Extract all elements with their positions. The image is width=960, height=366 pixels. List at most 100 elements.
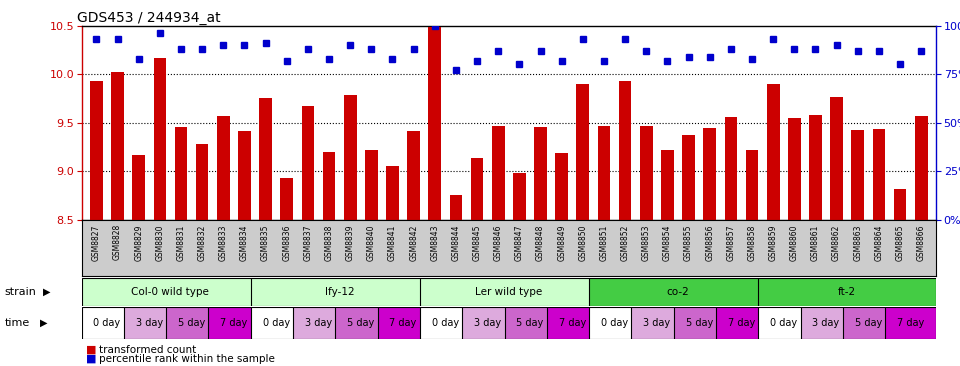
Bar [175,127,187,366]
Text: GSM8865: GSM8865 [896,224,904,261]
Text: 5 day: 5 day [854,318,882,328]
Text: GSM8840: GSM8840 [367,224,375,261]
Bar [640,126,653,366]
Text: 0 day: 0 day [263,318,290,328]
Text: GSM8853: GSM8853 [642,224,651,261]
Text: 3 day: 3 day [812,318,840,328]
Text: GSM8829: GSM8829 [134,224,143,261]
Bar [674,307,725,339]
Bar [894,188,906,366]
Bar [238,131,251,366]
Bar [767,84,780,366]
Text: GSM8838: GSM8838 [324,224,333,261]
Bar [788,118,801,366]
Text: ft-2: ft-2 [838,287,856,297]
Bar [420,307,470,339]
Text: GSM8850: GSM8850 [578,224,588,261]
Bar [885,307,936,339]
Text: ▶: ▶ [43,287,51,297]
Bar [251,278,428,306]
Bar [534,127,547,366]
Text: GSM8834: GSM8834 [240,224,249,261]
Text: co-2: co-2 [666,287,689,297]
Bar [555,153,568,366]
Text: 7 day: 7 day [897,318,924,328]
Text: 0 day: 0 day [601,318,628,328]
Bar [463,307,513,339]
Bar [344,96,356,366]
Bar [589,278,767,306]
Bar [758,307,809,339]
Text: 0 day: 0 day [432,318,459,328]
Text: GSM8830: GSM8830 [156,224,164,261]
Text: 5 day: 5 day [348,318,374,328]
Text: Ler wild type: Ler wild type [475,287,542,297]
Text: transformed count: transformed count [99,344,196,355]
Bar [293,307,344,339]
Text: GSM8827: GSM8827 [92,224,101,261]
Text: GSM8841: GSM8841 [388,224,397,261]
Text: 5 day: 5 day [516,318,543,328]
Text: GSM8855: GSM8855 [684,224,693,261]
Text: percentile rank within the sample: percentile rank within the sample [99,354,275,364]
Text: GSM8832: GSM8832 [198,224,206,261]
Text: GSM8833: GSM8833 [219,224,228,261]
Text: GSM8843: GSM8843 [430,224,440,261]
Text: GSM8859: GSM8859 [769,224,778,261]
Text: 7 day: 7 day [559,318,586,328]
Text: 5 day: 5 day [178,318,205,328]
Bar [428,27,442,366]
Bar [301,106,314,366]
Bar [513,173,526,366]
Text: Col-0 wild type: Col-0 wild type [132,287,209,297]
Bar [492,127,505,366]
Text: GSM8844: GSM8844 [451,224,461,261]
Bar [111,72,124,366]
Text: GSM8851: GSM8851 [599,224,609,261]
Text: lfy-12: lfy-12 [324,287,354,297]
Bar [323,152,335,366]
Text: GSM8845: GSM8845 [472,224,482,261]
Bar [217,116,229,366]
Bar [619,81,632,366]
Text: GSM8862: GSM8862 [832,224,841,261]
Bar [251,307,301,339]
Text: GSM8858: GSM8858 [748,224,756,261]
Bar [90,81,103,366]
Text: GSM8837: GSM8837 [303,224,312,261]
Text: GSM8848: GSM8848 [536,224,545,261]
Bar [547,307,598,339]
Bar [873,130,885,366]
Text: 0 day: 0 day [93,318,121,328]
Bar [377,307,428,339]
Bar [386,166,398,366]
Text: GDS453 / 244934_at: GDS453 / 244934_at [78,11,221,25]
Bar [166,307,217,339]
Bar [82,278,259,306]
Text: GSM8831: GSM8831 [177,224,185,261]
Text: GSM8839: GSM8839 [346,224,354,261]
Bar [716,307,767,339]
Bar [830,97,843,366]
Bar [746,150,758,366]
Text: GSM8842: GSM8842 [409,224,419,261]
Bar [683,135,695,366]
Text: 3 day: 3 day [474,318,501,328]
Text: GSM8856: GSM8856 [706,224,714,261]
Bar [208,307,259,339]
Bar [420,278,598,306]
Bar [598,127,611,366]
Bar [259,98,272,366]
Bar [154,57,166,366]
Text: 5 day: 5 day [685,318,712,328]
Text: GSM8864: GSM8864 [875,224,883,261]
Text: 0 day: 0 day [770,318,798,328]
Text: 3 day: 3 day [305,318,332,328]
Text: 7 day: 7 day [220,318,248,328]
Bar [758,278,936,306]
Text: GSM8847: GSM8847 [515,224,524,261]
Bar [132,154,145,366]
Text: strain: strain [5,287,36,297]
Text: GSM8828: GSM8828 [113,224,122,260]
Bar [852,130,864,366]
